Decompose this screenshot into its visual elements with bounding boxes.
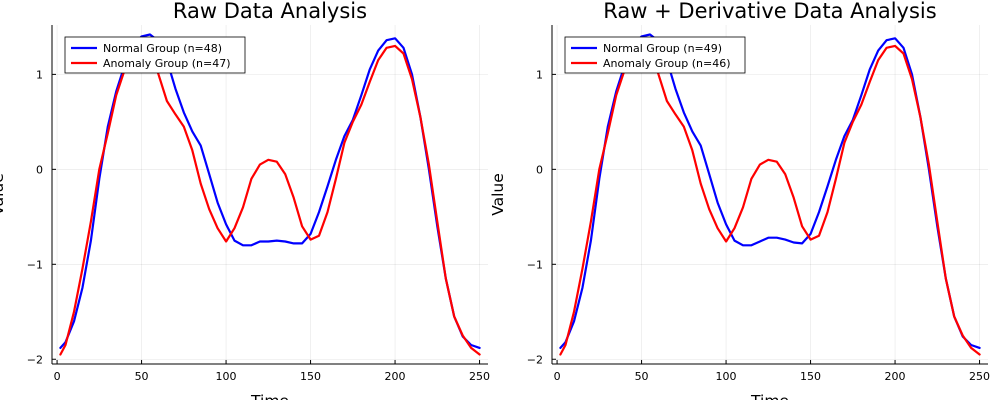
legend-entry-label: Anomaly Group (n=47)	[103, 57, 231, 70]
x-axis-label: Time	[750, 392, 789, 400]
chart-panel-1: 0 50 100 150 200 250 −2 −1 0 1 Raw Data Analysis Ti…	[0, 0, 490, 400]
legend-box	[64, 36, 246, 74]
legend: Normal Group (n=49) Anomaly Group (n=46)	[564, 36, 746, 74]
x-tick-label: 250	[469, 370, 490, 383]
series-line-anomaly	[59, 39, 481, 356]
y-tick-label: −1	[27, 258, 43, 271]
legend-entry-label: Normal Group (n=49)	[603, 42, 722, 55]
x-tick-label: 150	[300, 370, 321, 383]
y-tick-label: 0	[536, 163, 543, 176]
legend-entry-label: Anomaly Group (n=46)	[603, 57, 731, 70]
chart-title: Raw Data Analysis	[173, 0, 367, 23]
chart-title: Raw + Derivative Data Analysis	[603, 0, 936, 23]
legend: Normal Group (n=48) Anomaly Group (n=47)	[64, 36, 246, 74]
x-tick-label: 100	[716, 370, 737, 383]
y-axis-label: Value	[0, 173, 7, 216]
y-tick-label: 1	[536, 68, 543, 81]
x-tick-label: 0	[54, 370, 61, 383]
series-line-normal	[59, 33, 481, 349]
y-axis-label: Value	[489, 173, 507, 216]
x-tick-label: 100	[216, 370, 237, 383]
y-tick-label: 1	[36, 68, 43, 81]
x-tick-label: 150	[800, 370, 821, 383]
y-tick-label: 0	[36, 163, 43, 176]
legend-box	[564, 36, 746, 74]
x-tick-label: 250	[969, 370, 990, 383]
series-line-anomaly	[559, 39, 981, 356]
series-line-normal	[559, 33, 981, 349]
y-tick-label: −2	[27, 353, 43, 366]
x-tick-label: 200	[385, 370, 406, 383]
y-tick-label: −2	[527, 353, 543, 366]
x-tick-label: 200	[885, 370, 906, 383]
x-tick-label: 50	[635, 370, 649, 383]
y-tick-label: −1	[527, 258, 543, 271]
legend-entry-label: Normal Group (n=48)	[103, 42, 222, 55]
x-axis-label: Time	[250, 392, 289, 400]
chart-panel-2: 0 50 100 150 200 250 −2 −1 0 1 Raw + Derivative Da…	[489, 0, 990, 400]
x-tick-label: 0	[554, 370, 561, 383]
x-tick-label: 50	[135, 370, 149, 383]
